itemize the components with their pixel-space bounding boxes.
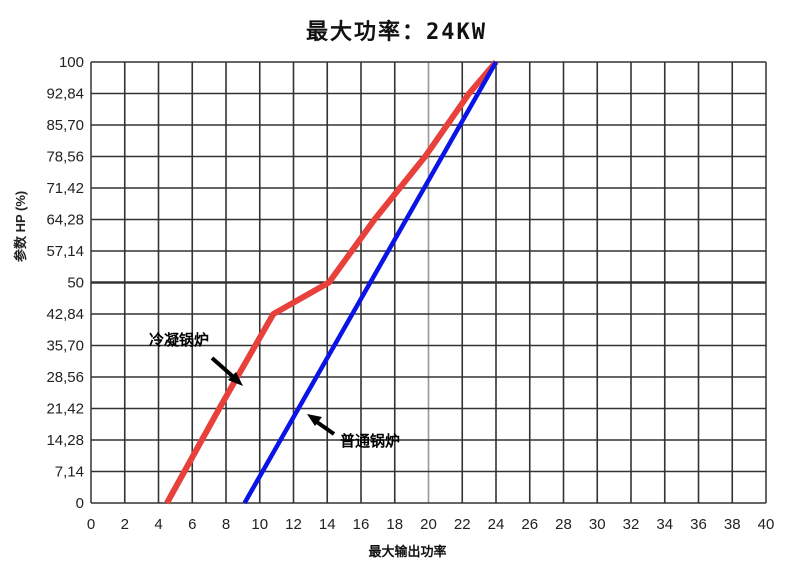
y-tick-label: 7,14: [55, 464, 84, 481]
y-tick-label: 50: [67, 275, 84, 292]
x-tick-label: 38: [724, 516, 741, 533]
y-tick-label: 21,42: [46, 401, 84, 418]
x-tick-label: 24: [488, 516, 505, 533]
y-tick-label: 100: [59, 54, 84, 71]
arrowhead-condensing: [228, 372, 243, 386]
data-series: [164, 60, 499, 505]
x-tick-label: 8: [222, 516, 230, 533]
annotation-standard-boiler: 普通锅炉: [340, 432, 401, 450]
grid-lines: [90, 61, 767, 504]
x-tick-label: 2: [121, 516, 129, 533]
standard-boiler-line: [242, 60, 498, 505]
y-tick-label: 78,56: [46, 149, 84, 166]
annotation-condensing-boiler: 冷凝锅炉: [149, 331, 210, 349]
x-tick-label: 34: [656, 516, 673, 533]
x-tick-label: 12: [285, 516, 302, 533]
y-tick-label: 92,84: [46, 86, 84, 103]
y-tick-label: 71,42: [46, 180, 84, 197]
x-tick-label: 16: [353, 516, 370, 533]
x-tick-label: 10: [251, 516, 268, 533]
y-tick-label: 42,84: [46, 306, 84, 323]
x-tick-label: 0: [87, 516, 95, 533]
x-axis-label: 最大输出功率: [368, 545, 447, 560]
arrowhead-standard: [307, 414, 322, 426]
y-tick-label: 64,28: [46, 212, 84, 229]
x-tick-label: 40: [758, 516, 775, 533]
y-tick-label: 85,70: [46, 117, 84, 134]
x-tick-label: 22: [454, 516, 471, 533]
x-tick-label: 20: [420, 516, 437, 533]
x-tick-label: 26: [521, 516, 538, 533]
y-tick-label: 14,28: [46, 432, 84, 449]
x-tick-label: 6: [188, 516, 196, 533]
x-tick-label: 30: [589, 516, 606, 533]
x-tick-label: 36: [690, 516, 707, 533]
x-tick-label: 28: [555, 516, 572, 533]
y-tick-labels: 0 7,14 14,28 21,42 28,56 35,70 42,84 50 57,14 64,…: [46, 54, 84, 512]
x-tick-labels: 0 2 4 6 8 10 12 14 16 18 20 22 24 26 28 30 32 34 36 38 40: [87, 516, 775, 533]
x-tick-label: 14: [319, 516, 336, 533]
x-tick-label: 4: [154, 516, 162, 533]
chart-title: 最大功率：24KW: [306, 20, 487, 45]
y-tick-label: 0: [76, 495, 84, 512]
x-tick-label: 18: [386, 516, 403, 533]
y-tick-label: 57,14: [46, 243, 84, 260]
x-tick-label: 32: [623, 516, 640, 533]
annotation-arrows: [210, 356, 336, 436]
y-tick-label: 28,56: [46, 369, 84, 386]
condensing-boiler-line: [164, 60, 499, 505]
y-tick-label: 35,70: [46, 338, 84, 355]
y-axis-label: 参数 HP (%): [13, 190, 28, 262]
